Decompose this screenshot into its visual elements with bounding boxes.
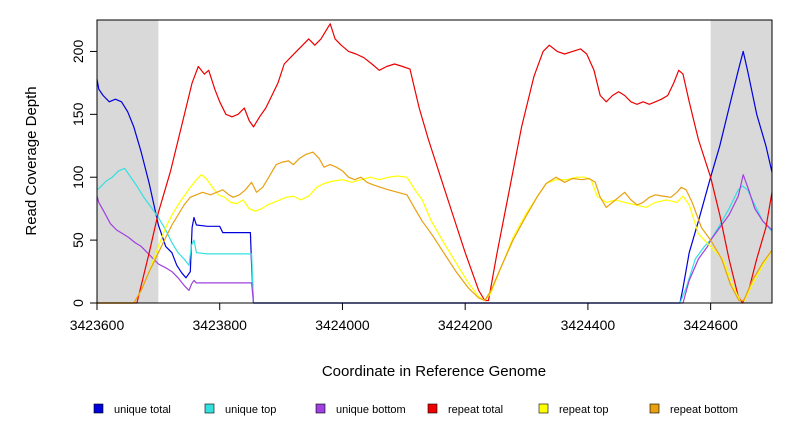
legend-item-repeat-top: repeat top: [538, 403, 609, 416]
legend-label: repeat top: [559, 404, 609, 416]
x-tick-label: 3424000: [315, 317, 370, 333]
x-tick-label: 3424200: [438, 317, 493, 333]
series-repeat-bottom: [97, 151, 773, 304]
y-tick-label: 100: [70, 165, 86, 189]
legend-swatch: [93, 403, 104, 414]
legend-label: unique total: [114, 404, 171, 416]
legend-item-repeat-bottom: repeat bottom: [649, 403, 738, 416]
series-line-repeat-top: [97, 174, 773, 304]
legend-swatch: [538, 403, 549, 414]
legend-label: unique bottom: [336, 404, 406, 416]
series-line-unique-top: [96, 167, 773, 304]
series-lines: [96, 23, 773, 304]
legend-item-repeat-total: repeat total: [427, 403, 503, 416]
legend-swatch: [649, 403, 660, 414]
axes: 3423600 3423800 3424000 3424200 3424400 34246…: [70, 40, 738, 333]
series-line-repeat-total: [97, 23, 773, 304]
x-tick-label: 3423800: [192, 317, 247, 333]
series-repeat-top: [97, 174, 773, 304]
x-tick-label: 3423600: [70, 317, 125, 333]
y-axis-title: Read Coverage Depth: [23, 86, 40, 235]
y-axis: 0 50 100 150 200: [70, 40, 98, 307]
shaded-region-1: [710, 20, 772, 303]
shaded-regions: [97, 20, 772, 303]
x-tick-label: 3424600: [683, 317, 738, 333]
y-tick-label: 0: [70, 299, 86, 307]
legend-swatch: [315, 403, 326, 414]
legend: unique total unique top unique bottom repea…: [93, 403, 738, 416]
legend-item-unique-total: unique total: [93, 403, 171, 416]
legend-label: repeat total: [448, 404, 503, 416]
legend-item-unique-bottom: unique bottom: [315, 403, 406, 416]
y-tick-label: 150: [70, 102, 86, 126]
y-tick-label: 50: [70, 232, 86, 248]
x-tick-label: 3424400: [561, 317, 616, 333]
series-unique-top: [96, 167, 773, 304]
series-repeat-total: [97, 23, 773, 304]
series-unique-bottom: [96, 174, 773, 304]
plot-frame: [96, 19, 773, 304]
legend-label: repeat bottom: [670, 404, 738, 416]
legend-swatch: [204, 403, 215, 414]
legend-swatch: [427, 403, 438, 414]
x-axis: 3423600 3423800 3424000 3424200 3424400 34246…: [70, 302, 738, 333]
y-tick-label: 200: [70, 40, 86, 64]
shaded-region-0: [97, 20, 159, 303]
series-line-unique-bottom: [96, 174, 773, 304]
series-line-repeat-bottom: [97, 151, 773, 304]
legend-label: unique top: [225, 404, 276, 416]
legend-item-unique-top: unique top: [204, 403, 276, 416]
series-line-unique-total: [96, 50, 773, 304]
x-axis-title: Coordinate in Reference Genome: [322, 363, 546, 380]
series-unique-total: [96, 50, 773, 304]
